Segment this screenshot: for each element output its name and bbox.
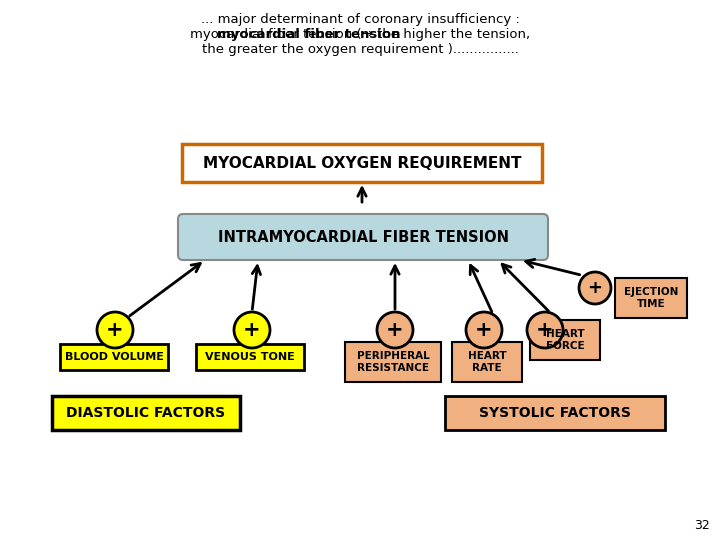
Text: +: + <box>588 279 603 297</box>
Text: DIASTOLIC FACTORS: DIASTOLIC FACTORS <box>66 406 225 420</box>
Bar <box>615 278 687 318</box>
Text: +: + <box>243 320 261 340</box>
Bar <box>182 144 542 182</box>
FancyBboxPatch shape <box>178 214 548 260</box>
Bar <box>445 396 665 430</box>
Text: myocardial fiber tension (→ the higher the tension,: myocardial fiber tension (→ the higher t… <box>190 28 530 41</box>
Text: INTRAMYOCARDIAL FIBER TENSION: INTRAMYOCARDIAL FIBER TENSION <box>217 230 508 245</box>
Text: ... major determinant of coronary insufficiency :: ... major determinant of coronary insuff… <box>201 13 519 26</box>
Text: EJECTION
TIME: EJECTION TIME <box>624 287 678 309</box>
Bar <box>530 320 600 360</box>
Text: SYSTOLIC FACTORS: SYSTOLIC FACTORS <box>479 406 631 420</box>
Text: PERIPHERAL
RESISTANCE: PERIPHERAL RESISTANCE <box>356 351 429 373</box>
Bar <box>196 344 304 370</box>
Bar <box>52 396 240 430</box>
Circle shape <box>527 312 563 348</box>
Text: myocardial fiber tension: myocardial fiber tension <box>217 28 400 41</box>
Circle shape <box>97 312 133 348</box>
Text: +: + <box>475 320 492 340</box>
Text: +: + <box>106 320 124 340</box>
Bar <box>60 344 168 370</box>
Text: the greater the oxygen requirement )................: the greater the oxygen requirement )....… <box>202 43 518 56</box>
Circle shape <box>579 272 611 304</box>
Text: HEART
RATE: HEART RATE <box>468 351 506 373</box>
Text: +: + <box>536 320 554 340</box>
Text: VENOUS TONE: VENOUS TONE <box>205 352 295 362</box>
Text: BLOOD VOLUME: BLOOD VOLUME <box>65 352 163 362</box>
Text: MYOCARDIAL OXYGEN REQUIREMENT: MYOCARDIAL OXYGEN REQUIREMENT <box>203 156 521 171</box>
Text: HEART
FORCE: HEART FORCE <box>546 329 585 351</box>
Circle shape <box>377 312 413 348</box>
Bar <box>345 342 441 382</box>
Text: 32: 32 <box>694 519 710 532</box>
Bar <box>452 342 522 382</box>
Circle shape <box>234 312 270 348</box>
Circle shape <box>466 312 502 348</box>
Text: +: + <box>386 320 404 340</box>
